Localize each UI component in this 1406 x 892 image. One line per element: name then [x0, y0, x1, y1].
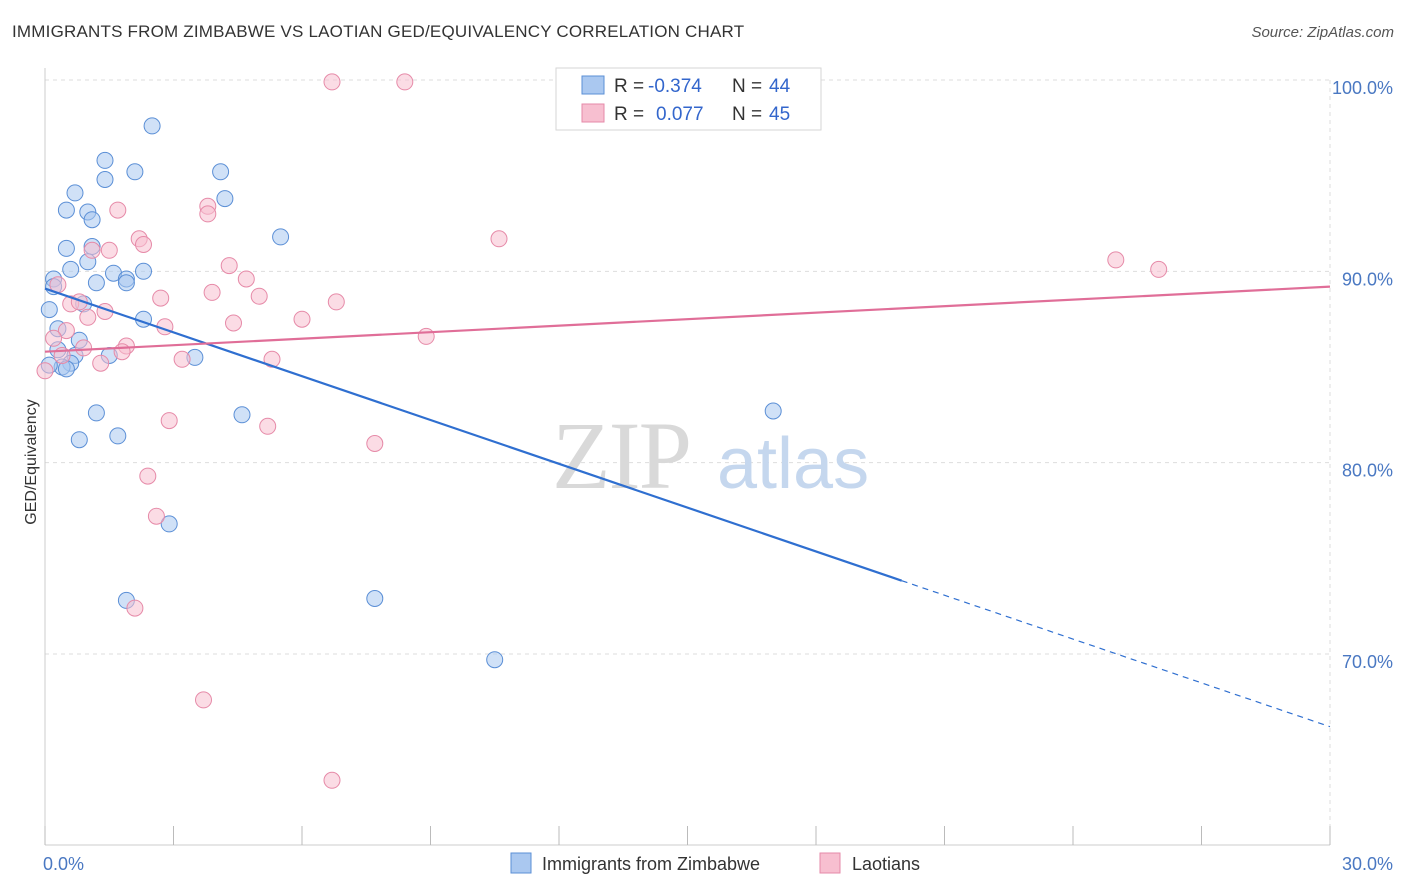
point-zimbabwe-2: [126, 163, 144, 181]
point-laotians-17: [152, 289, 170, 307]
point-laotians-10: [1107, 251, 1125, 269]
legend-n-label-zimbabwe: N =: [732, 76, 762, 97]
point-laotians-22: [79, 308, 97, 326]
y-tick-label-3: 100.0%: [1332, 78, 1393, 98]
point-laotians-31: [113, 343, 131, 361]
point-zimbabwe-11: [57, 239, 75, 257]
legend-swatch-zimbabwe: [581, 75, 605, 95]
point-laotians-3: [109, 201, 127, 219]
point-zimbabwe-34: [764, 402, 782, 420]
trend-lines: [44, 285, 1331, 728]
point-laotians-6: [490, 230, 508, 248]
x-tick-labels: 0.0% 30.0%: [43, 854, 1393, 874]
x-tick-label-0: 0.0%: [43, 854, 84, 874]
source-label: Source: ZipAtlas.com: [1251, 24, 1394, 41]
point-laotians-12: [1150, 260, 1168, 278]
axes: [44, 68, 1331, 846]
point-zimbabwe-36: [233, 406, 251, 424]
point-laotians-27: [417, 327, 435, 345]
point-zimbabwe-4: [96, 171, 114, 188]
y-tick-label-1: 80.0%: [1342, 461, 1393, 481]
chart-title: IMMIGRANTS FROM ZIMBABWE VS LAOTIAN GED/…: [12, 22, 745, 41]
y-tick-label-0: 70.0%: [1342, 652, 1393, 672]
point-laotians-35: [92, 354, 110, 372]
point-zimbabwe-6: [216, 190, 234, 208]
legend-n-value-laotians: 45: [769, 104, 790, 125]
watermark-zip: ZIP: [552, 402, 690, 509]
legend-bottom-label-laotians: Laotians: [852, 854, 920, 874]
point-zimbabwe-1: [96, 151, 114, 169]
legend-box: R = -0.374 N = 44 R = 0.077 N = 45: [555, 67, 822, 131]
point-laotians-9: [100, 241, 118, 259]
legend-n-label-laotians: N =: [732, 104, 762, 125]
point-laotians-39: [366, 435, 384, 452]
point-zimbabwe-3: [212, 163, 230, 181]
point-laotians-26: [57, 322, 75, 340]
point-laotians-30: [75, 339, 93, 357]
point-laotians-15: [203, 283, 221, 301]
point-laotians-37: [160, 412, 178, 430]
legend-r-label-zimbabwe: R =: [614, 76, 644, 97]
point-zimbabwe-35: [87, 404, 105, 422]
point-laotians-41: [147, 507, 165, 525]
point-zimbabwe-19: [87, 274, 105, 292]
point-laotians-33: [173, 350, 191, 368]
watermark: ZIP atlas: [552, 402, 869, 509]
point-zimbabwe-42: [486, 651, 504, 669]
point-laotians-4: [199, 205, 217, 223]
x-tick-label-1: 30.0%: [1342, 854, 1393, 874]
y-tick-label-2: 90.0%: [1342, 269, 1393, 289]
point-laotians-44: [323, 771, 341, 789]
point-zimbabwe-37: [109, 427, 127, 445]
point-laotians-23: [293, 310, 311, 328]
point-laotians-36: [36, 362, 54, 380]
legend-n-value-zimbabwe: 44: [769, 76, 791, 97]
trend-line-zimbabwe: [44, 287, 903, 582]
trend-line-laotians: [44, 285, 1331, 353]
legend-bottom: Immigrants from Zimbabwe Laotians: [510, 852, 920, 874]
y-tick-labels: 70.0% 80.0% 90.0% 100.0%: [1332, 78, 1393, 672]
point-zimbabwe-23: [40, 301, 58, 319]
point-laotians-18: [327, 293, 345, 311]
point-laotians-8: [83, 241, 101, 259]
legend-swatch-laotians: [581, 103, 605, 123]
point-laotians-0: [323, 73, 341, 91]
point-laotians-13: [237, 270, 255, 288]
point-zimbabwe-38: [70, 431, 88, 449]
point-laotians-16: [250, 287, 268, 305]
point-zimbabwe-14: [62, 260, 80, 278]
point-laotians-43: [195, 691, 212, 709]
point-laotians-24: [225, 314, 242, 332]
point-zimbabwe-9: [83, 211, 101, 229]
point-zimbabwe-39: [160, 515, 178, 533]
point-zimbabwe-5: [66, 184, 84, 202]
point-laotians-28: [45, 329, 63, 347]
watermark-atlas: atlas: [717, 424, 869, 504]
point-zimbabwe-0: [143, 117, 161, 135]
point-laotians-7: [135, 236, 152, 253]
legend-bottom-swatch-zimbabwe: [510, 852, 532, 874]
point-zimbabwe-15: [135, 262, 152, 280]
point-zimbabwe-7: [57, 201, 75, 219]
point-zimbabwe-41: [366, 590, 384, 607]
point-laotians-42: [126, 599, 144, 617]
legend-bottom-swatch-laotians: [819, 852, 841, 874]
y-axis-label: GED/Equivalency: [23, 399, 40, 524]
point-laotians-34: [263, 350, 281, 368]
legend-r-label-laotians: R =: [614, 104, 644, 125]
point-zimbabwe-10: [272, 228, 290, 246]
legend-r-value-zimbabwe: -0.374: [648, 76, 702, 97]
legend-r-value-laotians: 0.077: [656, 104, 704, 125]
point-zimbabwe-20: [117, 274, 135, 292]
point-laotians-40: [139, 467, 157, 485]
point-laotians-11: [220, 257, 238, 275]
legend-bottom-label-zimbabwe: Immigrants from Zimbabwe: [542, 854, 760, 874]
point-laotians-38: [259, 417, 277, 435]
point-laotians-1: [396, 73, 414, 91]
trend-line-zimbabwe-extension: [901, 580, 1331, 728]
data-points: [36, 73, 1168, 789]
